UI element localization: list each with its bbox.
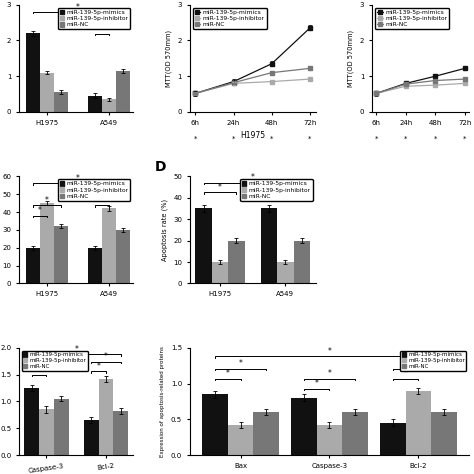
Bar: [228, 241, 245, 283]
Text: *: *: [328, 347, 331, 356]
Text: *: *: [100, 25, 104, 34]
Bar: [293, 241, 310, 283]
Y-axis label: Apoptosis rate (%): Apoptosis rate (%): [161, 199, 167, 261]
Text: *: *: [404, 369, 408, 378]
Text: *: *: [37, 365, 41, 374]
Text: *: *: [417, 359, 420, 368]
Y-axis label: MTT(OD 570mm): MTT(OD 570mm): [165, 30, 172, 87]
Bar: [406, 391, 431, 455]
Legend: miR-139-5p-mimics, miR-139-5p-inhibitor, miR-NC: miR-139-5p-mimics, miR-139-5p-inhibitor,…: [240, 179, 313, 201]
Legend: miR-139-5p-mimics, miR-139-5p-inhibitor, miR-NC: miR-139-5p-mimics, miR-139-5p-inhibitor,…: [58, 179, 130, 201]
Bar: [113, 411, 128, 455]
Bar: [116, 230, 130, 283]
Text: *: *: [308, 136, 311, 142]
Bar: [228, 425, 253, 455]
Text: *: *: [434, 136, 437, 142]
Text: *: *: [315, 379, 319, 388]
Bar: [380, 423, 406, 455]
Text: *: *: [100, 195, 104, 204]
Bar: [83, 420, 99, 455]
Text: *: *: [38, 206, 42, 215]
Bar: [317, 425, 342, 455]
Text: *: *: [218, 183, 222, 192]
Bar: [26, 33, 40, 112]
Text: *: *: [232, 136, 235, 142]
Bar: [431, 412, 456, 455]
Text: *: *: [374, 136, 378, 142]
Text: *: *: [251, 173, 255, 182]
Text: *: *: [270, 136, 273, 142]
Text: *: *: [226, 369, 230, 378]
Text: *: *: [104, 353, 108, 362]
Text: *: *: [463, 136, 466, 142]
Text: *: *: [283, 183, 287, 192]
Bar: [116, 71, 130, 112]
Text: *: *: [74, 345, 78, 354]
Text: *: *: [45, 356, 48, 365]
Legend: miR-139-5p-mimics, miR-139-5p-inhibitor, miR-NC: miR-139-5p-mimics, miR-139-5p-inhibitor,…: [400, 351, 466, 371]
Text: B: B: [155, 0, 165, 2]
Bar: [261, 209, 277, 283]
Text: *: *: [107, 15, 111, 24]
Bar: [102, 100, 116, 112]
Bar: [39, 410, 54, 455]
Legend: miR-139-5p-mimics, miR-139-5p-inhibitor, miR-NC: miR-139-5p-mimics, miR-139-5p-inhibitor,…: [22, 351, 88, 371]
Text: *: *: [76, 174, 80, 183]
Bar: [202, 394, 228, 455]
Legend: miR-139-5p-mimics, miR-139-5p-inhibitor, miR-NC: miR-139-5p-mimics, miR-139-5p-inhibitor,…: [58, 8, 130, 29]
Text: *: *: [238, 359, 243, 368]
Bar: [102, 209, 116, 283]
Y-axis label: Expression of apoptosis-related proteins: Expression of apoptosis-related proteins: [160, 346, 165, 457]
Bar: [24, 388, 39, 455]
Text: *: *: [194, 136, 197, 142]
Y-axis label: MTT(OD 570mm): MTT(OD 570mm): [348, 30, 354, 87]
Text: *: *: [107, 185, 111, 194]
Text: *: *: [97, 362, 100, 371]
Bar: [26, 248, 40, 283]
Text: *: *: [328, 369, 331, 378]
Text: D: D: [155, 160, 166, 174]
Bar: [54, 226, 67, 283]
Text: *: *: [76, 3, 80, 12]
Legend: miR-139-5p-mimics, miR-139-5p-inhibitor, miR-NC: miR-139-5p-mimics, miR-139-5p-inhibitor,…: [375, 8, 449, 29]
Bar: [253, 412, 279, 455]
Bar: [88, 248, 102, 283]
Bar: [88, 96, 102, 112]
Bar: [99, 379, 113, 455]
Bar: [212, 262, 228, 283]
Bar: [277, 262, 293, 283]
Text: *: *: [404, 136, 408, 142]
Bar: [195, 209, 212, 283]
Bar: [40, 73, 54, 112]
Bar: [292, 398, 317, 455]
X-axis label: H1975: H1975: [240, 131, 265, 140]
Text: *: *: [45, 195, 49, 204]
Bar: [342, 412, 368, 455]
Legend: miR-139-5p-mimics, miR-139-5p-inhibitor, miR-NC: miR-139-5p-mimics, miR-139-5p-inhibitor,…: [193, 8, 267, 29]
Bar: [40, 203, 54, 283]
Bar: [54, 92, 67, 112]
Bar: [54, 399, 69, 455]
